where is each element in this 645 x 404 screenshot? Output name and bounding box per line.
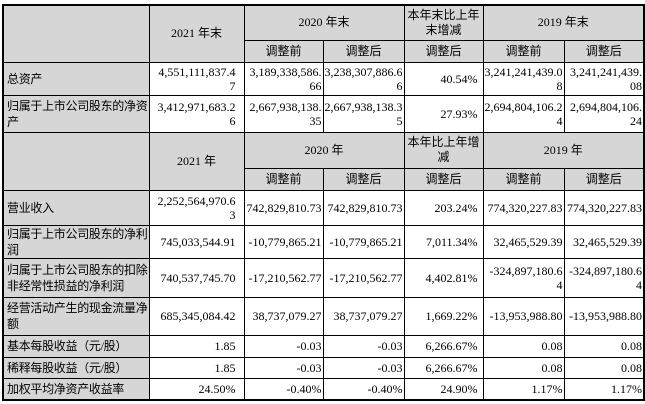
subheader-after-adjust: 调整后	[322, 39, 405, 63]
subheader-row-yearend: 调整前 调整后 调整后 调整前 调整后	[3, 39, 645, 63]
value-cell: 6,266.67%	[403, 356, 484, 379]
value-cell: 1.17%	[482, 377, 565, 401]
value-cell: 2,694,804,106.24	[563, 94, 645, 133]
value-cell: 0.08	[563, 356, 645, 379]
col-header-2019-yearend: 2019 年末	[482, 4, 645, 41]
value-cell: -13,953,988.80	[563, 296, 645, 336]
value-cell: 7,011.34%	[403, 224, 484, 259]
subheader-before-adjust: 调整前	[243, 39, 324, 63]
value-cell: 4,551,111,837.47	[148, 61, 245, 96]
value-cell: 0.08	[482, 356, 565, 379]
subheader-after-adjust: 调整后	[563, 39, 645, 63]
value-cell: -0.40%	[243, 377, 324, 401]
value-cell: -10,779,865.21	[322, 224, 405, 259]
value-cell: 2,667,938,138.35	[243, 94, 324, 133]
table-row-total-assets: 总资产 4,551,111,837.47 3,189,338,586.66 3,…	[2, 61, 645, 96]
value-cell: 1,669.22%	[403, 296, 484, 336]
value-cell: -13,953,988.80	[482, 296, 565, 336]
value-cell: -0.03	[243, 356, 324, 379]
col-header-2020: 2020 年	[243, 131, 405, 169]
value-cell: 774,320,227.83	[563, 189, 645, 226]
value-cell: 3,189,338,586.66	[243, 61, 324, 96]
value-cell: -0.03	[322, 356, 405, 379]
subheader-before-adjust: 调整前	[243, 167, 324, 191]
subheader-before-adjust: 调整前	[482, 39, 565, 63]
value-cell: 1.85	[148, 334, 245, 358]
table-row-revenue: 营业收入 2,252,564,970.63 742,829,810.73 742…	[2, 189, 645, 226]
value-cell: -0.03	[243, 334, 324, 358]
value-cell: -0.03	[322, 334, 405, 358]
table-row-net-assets: 归属于上市公司股东的净资产 3,412,971,683.26 2,667,938…	[2, 94, 645, 133]
value-cell: 27.93%	[403, 94, 484, 133]
table-row-operating-cash-flow: 经营活动产生的现金流量净额 685,345,084.42 38,737,079.…	[2, 296, 645, 336]
value-cell: -324,897,180.64	[563, 257, 645, 298]
row-label: 加权平均净资产收益率	[2, 377, 150, 401]
header-row-fullyear: 2021 年 2020 年 本年比上年增减 2019 年	[2, 131, 645, 191]
row-label: 营业收入	[2, 189, 150, 226]
row-label: 基本每股收益（元/股）	[2, 334, 150, 358]
col-header-2021-yearend: 2021 年末	[148, 4, 245, 63]
subheader-after-adjust: 调整后	[563, 167, 645, 191]
row-label: 经营活动产生的现金流量净额	[2, 296, 150, 336]
row-label: 归属于上市公司股东的扣除非经常性损益的净利润	[2, 257, 150, 298]
value-cell: 2,252,564,970.63	[148, 189, 245, 226]
value-cell: 3,241,241,439.08	[482, 61, 565, 96]
value-cell: 742,829,810.73	[243, 189, 324, 226]
col-header-yearend-change: 本年末比上年末增减	[403, 4, 484, 41]
value-cell: -0.40%	[322, 377, 405, 401]
value-cell: 0.08	[482, 334, 565, 358]
table-row-net-profit: 归属于上市公司股东的净利润 745,033,544.91 -10,779,865…	[2, 224, 645, 259]
value-cell: 1.85	[148, 356, 245, 379]
row-label: 总资产	[2, 61, 150, 96]
corner-cell	[2, 131, 150, 191]
value-cell: -10,779,865.21	[243, 224, 324, 259]
value-cell: 24.50%	[148, 377, 245, 401]
value-cell: 38,737,079.27	[322, 296, 405, 336]
value-cell: 745,033,544.91	[148, 224, 245, 259]
subheader-after-adjust: 调整后	[403, 39, 484, 63]
subheader-after-adjust: 调整后	[403, 167, 484, 191]
value-cell: 203.24%	[403, 189, 484, 226]
value-cell: 685,345,084.42	[148, 296, 245, 336]
value-cell: 24.90%	[403, 377, 484, 401]
table-row-deducted-net-profit: 归属于上市公司股东的扣除非经常性损益的净利润 740,537,745.70 -1…	[2, 257, 645, 298]
value-cell: -17,210,562.77	[322, 257, 405, 298]
corner-cell	[2, 4, 150, 63]
value-cell: 1.17%	[563, 377, 645, 401]
row-label: 归属于上市公司股东的净利润	[2, 224, 150, 259]
header-row-yearend: 2021 年末 2020 年末 本年末比上年末增减 2019 年末	[2, 4, 645, 63]
value-cell: 40.54%	[403, 61, 484, 96]
row-label: 归属于上市公司股东的净资产	[2, 94, 150, 133]
value-cell: 38,737,079.27	[243, 296, 324, 336]
row-label: 稀释每股收益（元/股）	[2, 356, 150, 379]
value-cell: 2,667,938,138.35	[322, 94, 405, 133]
col-header-2021: 2021 年	[148, 131, 245, 191]
subheader-before-adjust: 调整前	[482, 167, 565, 191]
value-cell: 4,402.81%	[403, 257, 484, 298]
value-cell: 0.08	[563, 334, 645, 358]
value-cell: -17,210,562.77	[243, 257, 324, 298]
value-cell: 32,465,529.39	[563, 224, 645, 259]
col-header-2020-yearend: 2020 年末	[243, 4, 405, 41]
value-cell: 2,694,804,106.24	[482, 94, 565, 133]
financial-summary-table: 2021 年末 2020 年末 本年末比上年末增减 2019 年末 调整前 调整…	[2, 4, 645, 401]
col-header-year-change: 本年比上年增减	[403, 131, 484, 169]
table-row-weighted-avg-roe: 加权平均净资产收益率 24.50% -0.40% -0.40% 24.90% 1…	[2, 377, 645, 401]
col-header-2019: 2019 年	[482, 131, 645, 169]
table-row-diluted-eps: 稀释每股收益（元/股） 1.85 -0.03 -0.03 6,266.67% 0…	[2, 356, 645, 379]
value-cell: -324,897,180.64	[482, 257, 565, 298]
value-cell: 32,465,529.39	[482, 224, 565, 259]
subheader-after-adjust: 调整后	[322, 167, 405, 191]
value-cell: 742,829,810.73	[322, 189, 405, 226]
value-cell: 3,412,971,683.26	[148, 94, 245, 133]
value-cell: 3,241,241,439.08	[563, 61, 645, 96]
table-row-basic-eps: 基本每股收益（元/股） 1.85 -0.03 -0.03 6,266.67% 0…	[2, 334, 645, 358]
value-cell: 774,320,227.83	[482, 189, 565, 226]
value-cell: 3,238,307,886.66	[322, 61, 405, 96]
value-cell: 6,266.67%	[403, 334, 484, 358]
value-cell: 740,537,745.70	[148, 257, 245, 298]
